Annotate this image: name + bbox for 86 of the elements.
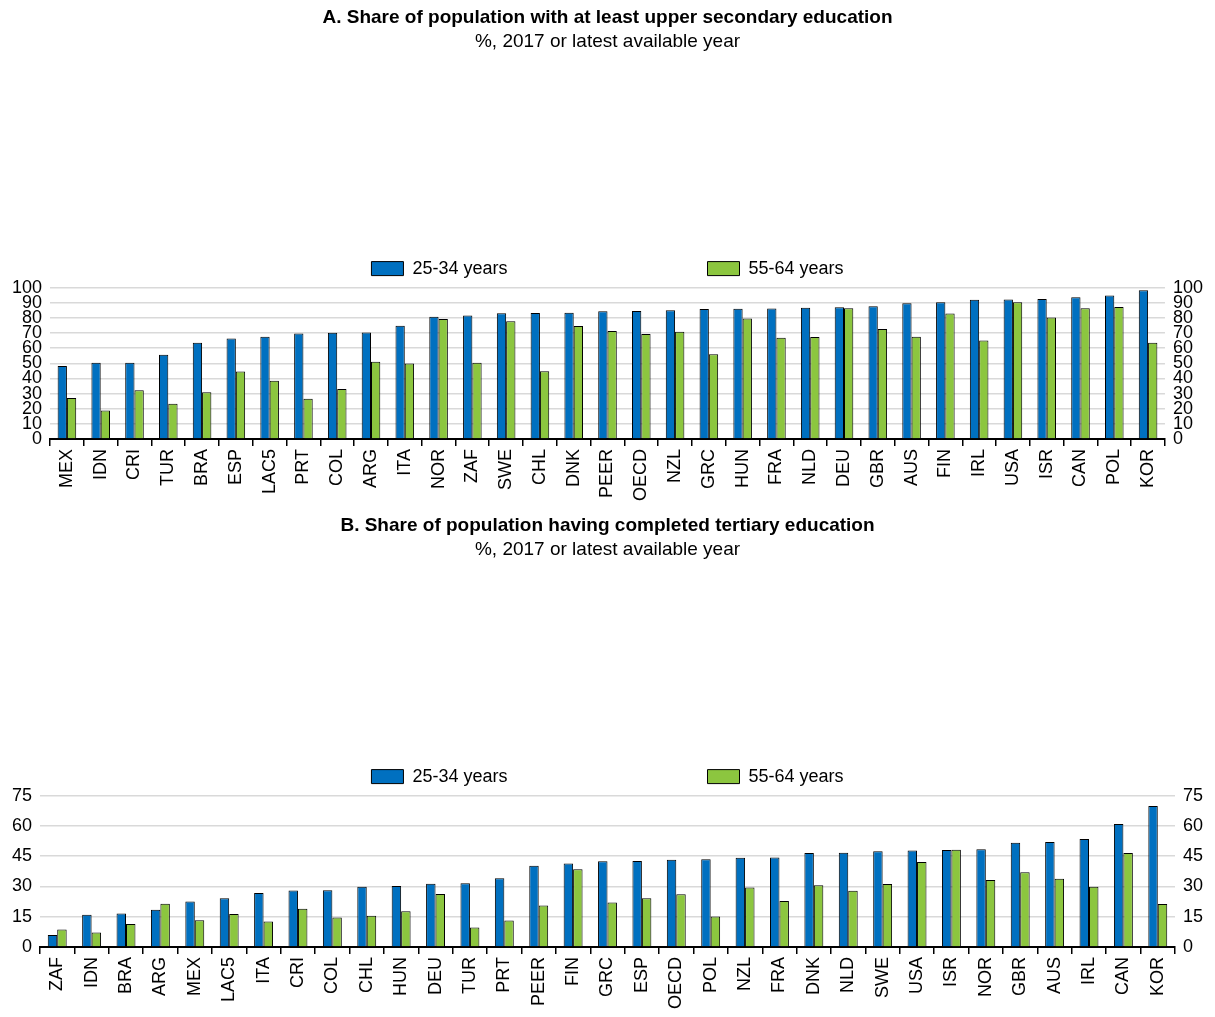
x-tick-label: ISR <box>1035 449 1056 480</box>
legend-label: 55-64 years <box>748 765 844 786</box>
x-tick-label: GBR <box>866 449 887 489</box>
x-tick-label: PEER <box>527 957 548 1007</box>
x-tick-label: NZL <box>734 957 755 992</box>
x-tick-label: LAC5 <box>258 449 279 495</box>
x-tick-label: ARG <box>359 449 380 489</box>
chart-subtitle: %, 2017 or latest available year <box>474 538 741 560</box>
x-tick-label: ESP <box>224 449 245 486</box>
x-tick-label: AUS <box>1043 957 1064 995</box>
x-tick-label: ISR <box>940 957 961 988</box>
x-tick-label: POL <box>699 957 720 994</box>
legend-label: 55-64 years <box>748 257 844 278</box>
x-tick-label: GRC <box>596 957 617 997</box>
x-tick-label: DNK <box>802 957 823 996</box>
y2-tick-label: 75 <box>1182 784 1204 805</box>
x-tick-label: POL <box>1103 449 1124 486</box>
x-tick-label: COL <box>321 957 342 995</box>
x-tick-label: ZAF <box>46 956 67 991</box>
y2-tick-label: 15 <box>1182 905 1204 926</box>
x-tick-label: PRT <box>493 957 514 993</box>
x-tick-label: CAN <box>1069 449 1090 488</box>
x-tick-label: ITA <box>252 957 273 984</box>
x-tick-label: SWE <box>871 957 892 999</box>
x-tick-label: AUS <box>900 449 921 487</box>
x-tick-label: NOR <box>427 449 448 489</box>
x-tick-label: GBR <box>1009 957 1030 997</box>
x-tick-label: OECD <box>630 449 651 502</box>
x-tick-label: PEER <box>596 449 617 499</box>
legend-label: 25-34 years <box>412 765 508 786</box>
x-tick-label: FIN <box>934 449 955 478</box>
x-tick-label: IDN <box>80 957 101 988</box>
x-tick-label: HUN <box>731 449 752 488</box>
y-tick-label: 60 <box>11 814 33 835</box>
x-tick-label: IRL <box>1077 957 1098 986</box>
x-tick-label: COL <box>326 449 347 487</box>
x-tick-label: PRT <box>292 449 313 485</box>
x-tick-label: NOR <box>974 957 995 997</box>
x-tick-label: CHL <box>355 957 376 994</box>
x-tick-label: CHL <box>528 449 549 486</box>
x-tick-label: NZL <box>664 449 685 484</box>
x-tick-label: ITA <box>393 449 414 476</box>
x-tick-label: NLD <box>837 957 858 994</box>
x-tick-label: DNK <box>562 449 583 488</box>
x-tick-label: MEX <box>183 957 204 997</box>
x-tick-label: FRA <box>765 449 786 485</box>
y2-tick-label: 30 <box>1182 875 1204 896</box>
legend-label: 25-34 years <box>412 257 508 278</box>
x-tick-label: NLD <box>799 449 820 486</box>
chart-subtitle: %, 2017 or latest available year <box>474 30 741 52</box>
x-tick-label: USA <box>906 957 926 995</box>
x-tick-label: IDN <box>89 449 110 480</box>
x-tick-label: CRI <box>286 957 307 988</box>
y-tick-label: 30 <box>11 875 33 896</box>
chart-title: B. Share of population having completed tertiary education <box>340 513 875 535</box>
x-tick-label: HUN <box>390 957 411 996</box>
x-tick-label: TUR <box>458 957 479 994</box>
x-tick-label: FRA <box>768 957 789 993</box>
y-tick-label: 15 <box>11 905 33 926</box>
x-tick-label: CRI <box>123 449 144 480</box>
x-tick-label: CAN <box>1112 957 1133 996</box>
x-tick-label: SWE <box>495 449 516 491</box>
y-tick-label: 45 <box>11 845 33 866</box>
x-tick-label: FIN <box>562 957 583 986</box>
x-tick-label: DEU <box>832 449 853 488</box>
x-tick-label: ESP <box>630 957 651 994</box>
x-tick-label: BRA <box>114 957 135 995</box>
x-tick-label: ZAF <box>461 448 482 483</box>
x-tick-label: GRC <box>697 449 718 489</box>
x-tick-label: BRA <box>191 449 212 487</box>
y-tick-label: 75 <box>11 784 33 805</box>
x-tick-label: USA <box>1001 449 1022 487</box>
x-tick-label: OECD <box>665 957 686 1010</box>
chart-title: A. Share of population with at least upper secondary education <box>322 5 893 27</box>
x-tick-label: DEU <box>424 957 445 996</box>
x-tick-label: MEX <box>55 449 76 489</box>
x-tick-label: ARG <box>149 957 170 997</box>
y2-tick-label: 0 <box>1182 935 1193 956</box>
x-tick-label: KOR <box>1137 449 1158 489</box>
x-tick-label: TUR <box>157 449 178 486</box>
y-tick-label: 0 <box>22 935 33 956</box>
x-tick-label: LAC5 <box>218 957 239 1003</box>
y2-tick-label: 45 <box>1182 845 1204 866</box>
x-tick-label: KOR <box>1146 957 1167 997</box>
y2-tick-label: 60 <box>1182 814 1204 835</box>
x-tick-label: IRL <box>968 449 989 478</box>
